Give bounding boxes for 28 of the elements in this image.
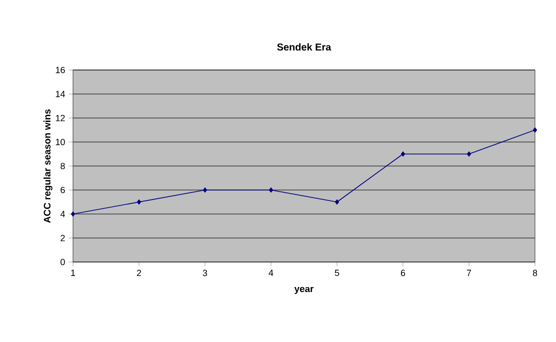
point	[136, 199, 142, 205]
y-tick-label: 4	[60, 210, 65, 218]
x-tick-label: 5	[334, 270, 340, 276]
point	[466, 151, 472, 157]
x-tick-label: 4	[268, 270, 274, 276]
x-tick-label: 3	[202, 270, 208, 276]
y-tick-label: 12	[56, 114, 65, 122]
x-tick-label: 7	[466, 270, 472, 276]
x-axis-title: year	[294, 286, 314, 294]
y-tick-label: 16	[56, 66, 65, 74]
y-axis-title: ACC regular season wins	[44, 109, 52, 223]
y-tick-label: 10	[56, 138, 65, 146]
x-tick-label: 1	[71, 270, 76, 276]
point	[334, 199, 340, 205]
point	[400, 151, 406, 157]
point	[70, 211, 76, 217]
x-tick-label: 6	[400, 270, 406, 276]
point	[202, 187, 208, 193]
x-tick-label: 2	[136, 270, 142, 276]
x-tick-label: 8	[532, 270, 538, 276]
point	[532, 127, 538, 133]
y-tick-label: 2	[60, 234, 65, 242]
y-tick-label: 14	[56, 90, 65, 98]
y-tick-label: 8	[60, 162, 65, 170]
y-tick-label: 0	[60, 258, 65, 266]
y-tick-label: 6	[60, 186, 65, 194]
chart-title: Sendek Era	[277, 43, 332, 51]
point	[268, 187, 274, 193]
